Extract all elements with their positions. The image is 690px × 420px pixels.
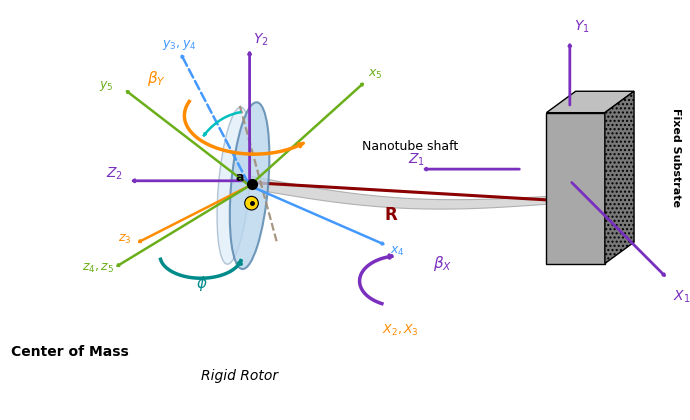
- Polygon shape: [605, 91, 634, 263]
- Polygon shape: [546, 113, 605, 263]
- Text: $x_4$: $x_4$: [390, 245, 404, 258]
- Text: R: R: [384, 206, 397, 224]
- Text: Nanotube shaft: Nanotube shaft: [362, 140, 458, 153]
- Text: $\beta_X$: $\beta_X$: [433, 255, 452, 273]
- Text: Fixed Substrate: Fixed Substrate: [671, 108, 681, 207]
- Text: $Z_1$: $Z_1$: [408, 151, 425, 168]
- Text: $Y_2$: $Y_2$: [253, 32, 269, 48]
- Polygon shape: [250, 176, 549, 209]
- Ellipse shape: [217, 107, 251, 264]
- Text: $z_3$: $z_3$: [118, 233, 132, 246]
- Ellipse shape: [230, 102, 269, 269]
- Text: Rigid Rotor: Rigid Rotor: [201, 369, 278, 383]
- Text: $z_4, z_5$: $z_4, z_5$: [82, 262, 115, 276]
- Text: $\phi$: $\phi$: [196, 274, 208, 293]
- Text: $Y_1$: $Y_1$: [573, 18, 589, 35]
- Text: Center of Mass: Center of Mass: [11, 345, 129, 359]
- Text: $X_1$: $X_1$: [673, 289, 690, 305]
- Text: $X_2, X_3$: $X_2, X_3$: [382, 323, 419, 338]
- Text: a: a: [236, 171, 244, 184]
- Text: $Z_2$: $Z_2$: [106, 166, 123, 182]
- Text: $y_3, y_4$: $y_3, y_4$: [162, 39, 197, 52]
- Polygon shape: [546, 91, 634, 113]
- Circle shape: [245, 197, 258, 210]
- Text: $x_5$: $x_5$: [368, 68, 383, 81]
- Text: $\beta_Y$: $\beta_Y$: [148, 69, 166, 89]
- Text: $y_5$: $y_5$: [99, 79, 113, 93]
